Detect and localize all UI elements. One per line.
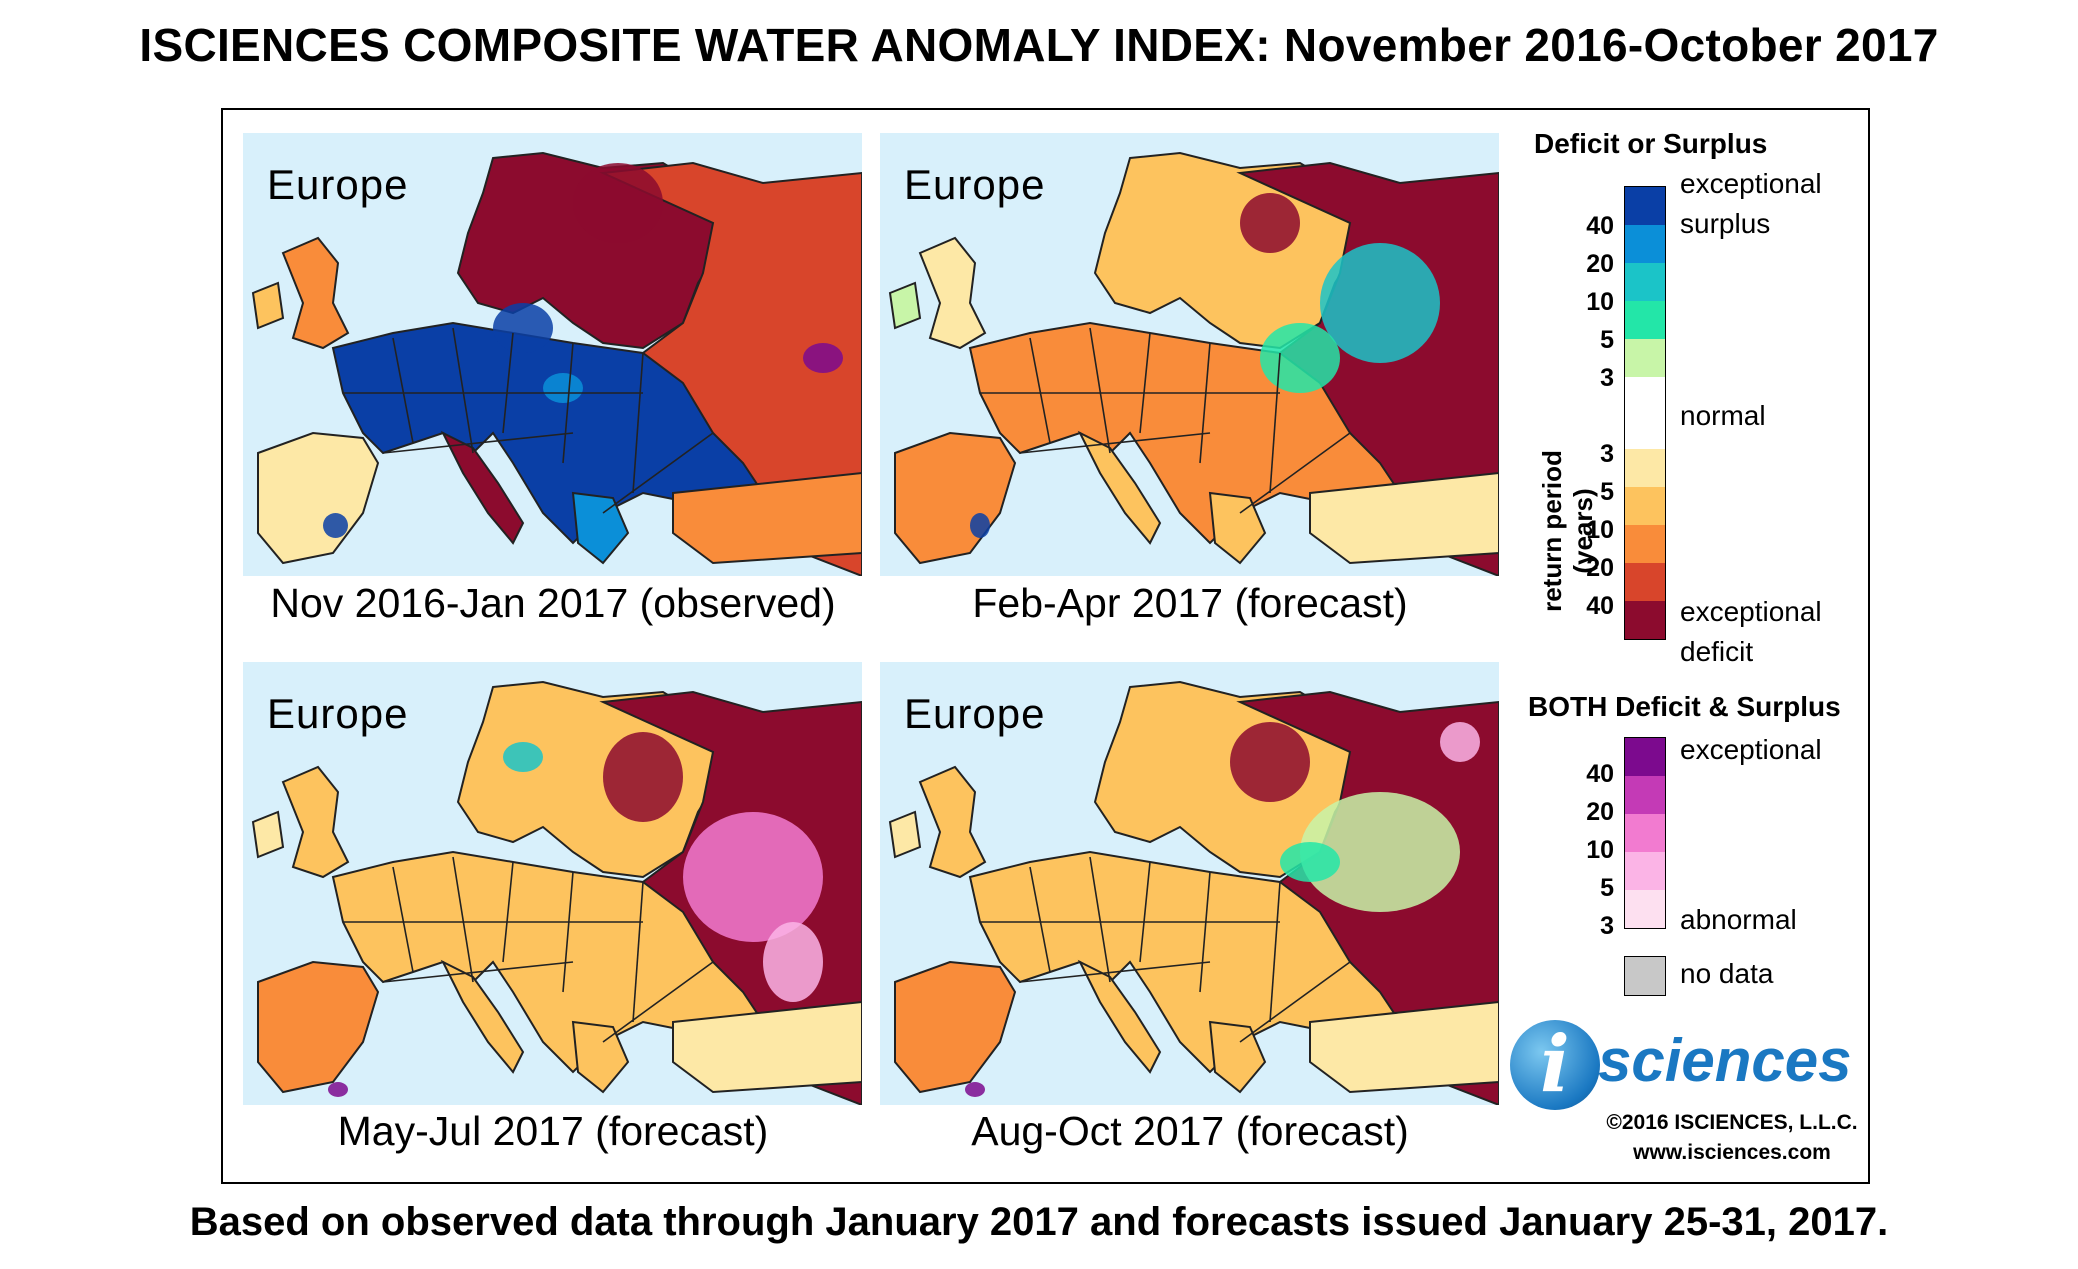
copyright: ©2016 ISCIENCES, L.L.C. bbox=[1582, 1111, 1882, 1135]
legend-tick: 10 bbox=[1554, 836, 1614, 865]
isciences-logo: i sciences bbox=[1510, 1020, 1850, 1116]
legend-title-deficit-surplus: Deficit or Surplus bbox=[1534, 128, 1767, 160]
legend-label-exceptional-surplus: exceptional bbox=[1680, 168, 1822, 200]
legend-scale-both bbox=[1624, 737, 1666, 929]
legend-swatch bbox=[1625, 525, 1665, 563]
region-label: Europe bbox=[904, 161, 1045, 209]
legend-tick: 10 bbox=[1554, 288, 1614, 317]
legend-tick: 40 bbox=[1554, 592, 1614, 621]
legend-swatch-no-data bbox=[1624, 956, 1666, 996]
legend-swatch bbox=[1625, 263, 1665, 301]
website-link[interactable]: www.isciences.com bbox=[1582, 1141, 1882, 1165]
anomaly-patch bbox=[763, 922, 823, 1002]
land-area bbox=[283, 767, 348, 877]
anomaly-patch bbox=[1260, 323, 1340, 393]
legend-tick: 3 bbox=[1554, 912, 1614, 941]
legend-swatch-both bbox=[1625, 814, 1665, 852]
legend-scale-deficit-surplus bbox=[1624, 186, 1666, 640]
legend-swatch bbox=[1625, 377, 1665, 449]
legend-title-both: BOTH Deficit & Surplus bbox=[1528, 691, 1841, 723]
panel-caption-4: Aug-Oct 2017 (forecast) bbox=[860, 1108, 1520, 1155]
region-label: Europe bbox=[267, 161, 408, 209]
land-area bbox=[258, 962, 378, 1092]
land-area bbox=[920, 238, 985, 348]
land-area bbox=[895, 433, 1015, 563]
panel-caption-3: May-Jul 2017 (forecast) bbox=[223, 1108, 883, 1155]
legend-label-both-exceptional: exceptional bbox=[1680, 734, 1822, 766]
land-area bbox=[895, 962, 1015, 1092]
land-area bbox=[890, 812, 920, 857]
land-area bbox=[283, 238, 348, 348]
legend-label-normal: normal bbox=[1680, 400, 1766, 432]
legend-tick: 20 bbox=[1554, 250, 1614, 279]
legend-tick: 3 bbox=[1554, 440, 1614, 469]
anomaly-patch bbox=[328, 1082, 348, 1097]
anomaly-patch bbox=[503, 742, 543, 772]
legend-swatch bbox=[1625, 187, 1665, 225]
legend-swatch bbox=[1625, 339, 1665, 377]
land-area bbox=[258, 433, 378, 563]
legend-swatch-both bbox=[1625, 738, 1665, 776]
legend-tick: 5 bbox=[1554, 326, 1614, 355]
legend-tick: 40 bbox=[1554, 212, 1614, 241]
legend-tick: 10 bbox=[1554, 516, 1614, 545]
legend-label-both-abnormal: abnormal bbox=[1680, 904, 1797, 936]
legend-tick: 5 bbox=[1554, 874, 1614, 903]
region-label: Europe bbox=[904, 690, 1045, 738]
legend-label-no-data: no data bbox=[1680, 958, 1773, 990]
anomaly-patch bbox=[323, 513, 348, 538]
land-area bbox=[253, 283, 283, 328]
legend-tick: 20 bbox=[1554, 554, 1614, 583]
anomaly-patch bbox=[1320, 243, 1440, 363]
legend-swatch bbox=[1625, 563, 1665, 601]
map-panel-3: Europe bbox=[243, 662, 862, 1105]
anomaly-patch bbox=[1240, 193, 1300, 253]
footer-note: Based on observed data through January 2… bbox=[0, 1200, 2078, 1245]
logo-text: sciences bbox=[1598, 1026, 1852, 1095]
anomaly-patch bbox=[543, 373, 583, 403]
legend-swatch bbox=[1625, 225, 1665, 263]
legend-swatch-both bbox=[1625, 776, 1665, 814]
legend-tick: 20 bbox=[1554, 798, 1614, 827]
anomaly-patch bbox=[970, 513, 990, 538]
anomaly-patch bbox=[803, 343, 843, 373]
legend-swatch-both bbox=[1625, 890, 1665, 928]
legend-swatch bbox=[1625, 301, 1665, 339]
legend-tick: 40 bbox=[1554, 760, 1614, 789]
anomaly-patch bbox=[1230, 722, 1310, 802]
land-area bbox=[920, 767, 985, 877]
legend-swatch-both bbox=[1625, 852, 1665, 890]
anomaly-patch bbox=[1440, 722, 1480, 762]
panel-caption-1: Nov 2016-Jan 2017 (observed) bbox=[223, 580, 883, 627]
map-panel-1: Europe bbox=[243, 133, 862, 576]
anomaly-patch bbox=[573, 163, 663, 243]
legend-swatch bbox=[1625, 601, 1665, 639]
land-area bbox=[890, 283, 920, 328]
anomaly-patch bbox=[603, 732, 683, 822]
panel-caption-2: Feb-Apr 2017 (forecast) bbox=[860, 580, 1520, 627]
page-title: ISCIENCES COMPOSITE WATER ANOMALY INDEX:… bbox=[0, 18, 2078, 72]
legend-swatch bbox=[1625, 449, 1665, 487]
legend-label-exceptional-deficit: exceptional bbox=[1680, 596, 1822, 628]
anomaly-patch bbox=[493, 303, 553, 353]
anomaly-patch bbox=[965, 1082, 985, 1097]
anomaly-patch bbox=[683, 812, 823, 942]
region-label: Europe bbox=[267, 690, 408, 738]
legend-tick: 5 bbox=[1554, 478, 1614, 507]
logo-i-icon: i bbox=[1510, 1020, 1600, 1110]
legend-tick: 3 bbox=[1554, 364, 1614, 393]
land-area bbox=[253, 812, 283, 857]
map-panel-4: Europe bbox=[880, 662, 1499, 1105]
legend-swatch bbox=[1625, 487, 1665, 525]
legend-label-surplus: surplus bbox=[1680, 208, 1770, 240]
anomaly-patch bbox=[1280, 842, 1340, 882]
legend-label-deficit: deficit bbox=[1680, 636, 1753, 668]
map-panel-2: Europe bbox=[880, 133, 1499, 576]
